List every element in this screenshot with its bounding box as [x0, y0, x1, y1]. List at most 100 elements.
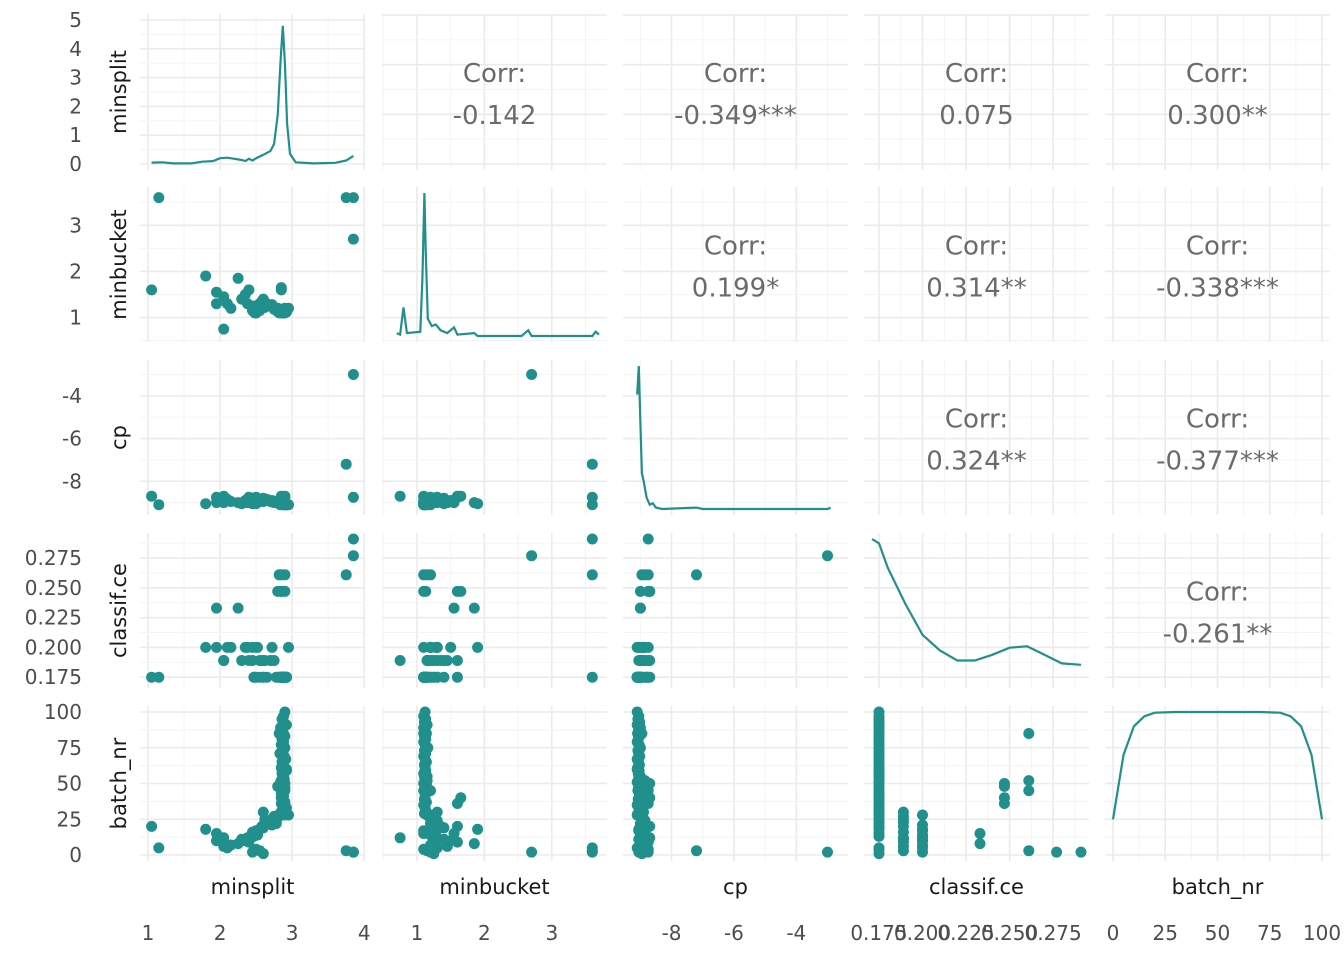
point-batch-nr-minsplit [153, 842, 165, 854]
corr-label: Corr: [704, 59, 767, 89]
point-batch-nr-classif-ce [1023, 728, 1035, 739]
point-classif-ce-minbucket [472, 641, 484, 653]
point-batch-nr-cp [633, 770, 645, 782]
point-classif-ce-cp [634, 585, 646, 597]
panel-minsplit-minsplit [140, 14, 366, 170]
panel-classif-ce-classif-ce [864, 533, 1089, 688]
point-batch-nr-classif-ce [873, 842, 885, 854]
x-var-label-classif-ce: classif.ce [929, 875, 1024, 899]
y-tick-label: 3 [69, 213, 82, 237]
panel-classif-ce-cp [623, 533, 848, 688]
point-minbucket-minsplit [232, 272, 244, 284]
point-classif-ce-minbucket [586, 569, 598, 581]
x-var-label-cp: cp [723, 875, 748, 899]
point-classif-ce-cp [644, 585, 656, 597]
point-batch-nr-classif-ce [998, 780, 1010, 792]
point-classif-ce-minbucket [468, 602, 480, 614]
point-batch-nr-cp [634, 828, 646, 839]
point-cp-minbucket [472, 498, 484, 510]
point-batch-nr-minsplit [273, 728, 285, 739]
y-tick-label: 5 [69, 8, 82, 32]
point-classif-ce-cp [642, 533, 654, 545]
point-minbucket-minsplit [247, 302, 258, 314]
x-tick-label: 3 [286, 921, 299, 945]
point-batch-nr-minsplit [266, 819, 278, 831]
point-batch-nr-minbucket [451, 836, 463, 848]
panel-minbucket-cp: Corr: 0.199* [623, 187, 848, 342]
corr-label: Corr: [1186, 232, 1249, 262]
point-classif-ce-minbucket [428, 671, 440, 683]
point-batch-nr-minsplit [221, 842, 233, 854]
point-minbucket-minsplit [275, 282, 287, 294]
point-cp-minbucket [394, 490, 406, 502]
corr-label: Corr: [1186, 578, 1249, 608]
point-batch-nr-classif-ce [1051, 846, 1063, 858]
corr-value-minbucket-batch-nr: -0.338*** [1156, 274, 1279, 304]
point-batch-nr-classif-ce [1023, 845, 1035, 857]
y-tick-label: 25 [57, 807, 82, 831]
y-tick-label: 0.200 [25, 635, 82, 659]
panel-classif-ce-minsplit [140, 533, 366, 688]
point-batch-nr-classif-ce [897, 806, 909, 818]
y-tick-label: 0.250 [25, 576, 82, 600]
x-tick-label: 75 [1257, 921, 1282, 945]
panel-classif-ce-batch-nr: Corr: -0.261** [1105, 533, 1330, 688]
panel-cp-cp [623, 360, 848, 515]
point-classif-ce-cp [822, 550, 833, 562]
x-tick-label: 1 [411, 921, 424, 945]
point-classif-ce-cp [633, 641, 645, 653]
point-classif-ce-minsplit [243, 655, 255, 666]
y-tick-label: 2 [69, 94, 82, 118]
point-batch-nr-classif-ce [974, 838, 986, 850]
point-classif-ce-minbucket [448, 602, 460, 614]
point-classif-ce-minbucket [418, 671, 430, 683]
density-minsplit [151, 25, 354, 165]
panel-minbucket-classif-ce: Corr: 0.314** [864, 187, 1089, 342]
y-tick-label: -6 [62, 427, 82, 451]
point-classif-ce-minbucket [586, 671, 598, 683]
point-batch-nr-minsplit [218, 832, 230, 844]
point-batch-nr-classif-ce [917, 809, 928, 821]
y-tick-label: 0.175 [25, 665, 82, 689]
point-batch-nr-cp [644, 820, 656, 832]
y-tick-label: 0 [69, 152, 82, 176]
x-tick-label: 3 [545, 921, 558, 945]
point-cp-minsplit [347, 369, 359, 380]
point-cp-minbucket [586, 491, 598, 503]
point-minbucket-minsplit [347, 233, 359, 245]
point-cp-minsplit [146, 490, 158, 502]
point-batch-nr-minbucket [420, 780, 432, 792]
point-classif-ce-minsplit [211, 602, 222, 614]
point-batch-nr-classif-ce [873, 770, 885, 782]
point-cp-minbucket [526, 369, 538, 380]
panel-batch-nr-minbucket [382, 706, 607, 861]
corr-value-minbucket-classif-ce: 0.314** [926, 274, 1026, 304]
x-tick-label: 2 [214, 921, 227, 945]
point-cp-minsplit [247, 498, 258, 510]
point-classif-ce-minsplit [232, 602, 244, 614]
point-batch-nr-classif-ce [897, 832, 909, 844]
point-batch-nr-classif-ce [917, 835, 928, 847]
point-batch-nr-minbucket [418, 728, 430, 739]
point-minbucket-minsplit [221, 298, 233, 310]
point-batch-nr-classif-ce [873, 830, 885, 842]
corr-label: Corr: [945, 405, 1008, 435]
point-batch-nr-minsplit [243, 836, 255, 848]
panel-batch-nr-batch-nr [1105, 706, 1330, 861]
point-classif-ce-minsplit [266, 641, 278, 653]
point-classif-ce-minsplit [283, 641, 294, 653]
corr-label: Corr: [1186, 405, 1249, 435]
corr-value-minsplit-classif-ce: 0.075 [939, 101, 1013, 131]
point-classif-ce-minsplit [347, 533, 359, 545]
point-classif-ce-minbucket [431, 655, 443, 666]
panel-minbucket-minsplit [140, 187, 366, 342]
corr-label: Corr: [945, 232, 1008, 262]
point-batch-nr-cp [822, 846, 833, 858]
panel-minsplit-batch-nr: Corr: 0.300** [1105, 14, 1330, 170]
point-cp-minbucket [586, 458, 598, 470]
corr-value-minsplit-batch-nr: 0.300** [1167, 101, 1267, 131]
point-cp-minsplit [218, 490, 230, 502]
panel-batch-nr-cp [623, 706, 848, 861]
x-tick-label: 1 [142, 921, 155, 945]
point-minbucket-minsplit [211, 286, 222, 298]
